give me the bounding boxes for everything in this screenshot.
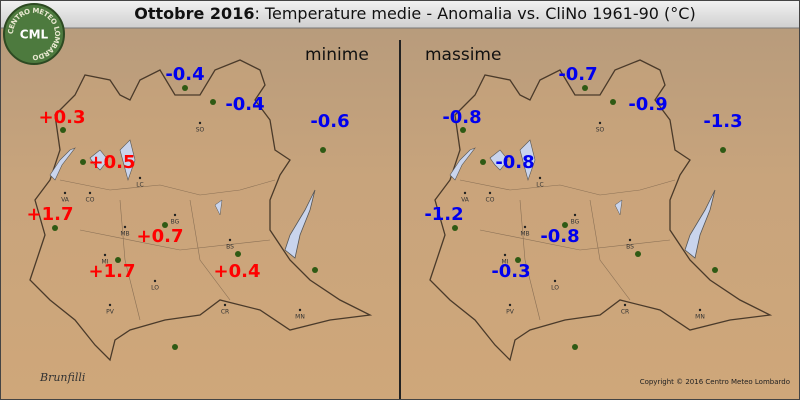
city-label: MB	[520, 231, 529, 238]
station-dot	[210, 99, 216, 105]
title-bold: Ottobre 2016	[134, 4, 254, 23]
city-label: MI	[502, 259, 509, 266]
station-dot	[162, 222, 168, 228]
panel-label: minime	[305, 45, 369, 65]
station-dot	[115, 257, 121, 263]
anomaly-label: +0.7	[137, 226, 184, 247]
anomaly-label: +0.4	[214, 261, 261, 282]
city-dot	[628, 238, 632, 242]
city-dot	[103, 253, 107, 257]
city-dot	[553, 279, 557, 283]
anomaly-label: -0.8	[540, 226, 579, 247]
station-dot	[635, 251, 641, 257]
city-dot	[698, 308, 702, 312]
city-dot	[463, 191, 467, 195]
station-dot	[182, 85, 188, 91]
anomaly-label: -0.8	[495, 152, 534, 173]
station-dot	[172, 344, 178, 350]
city-label: LO	[551, 285, 559, 292]
city-dot	[123, 225, 127, 229]
station-dot	[720, 147, 726, 153]
station-dot	[52, 225, 58, 231]
station-dot	[460, 127, 466, 133]
anomaly-label: -0.9	[628, 94, 667, 115]
city-dot	[198, 121, 202, 125]
station-dot	[312, 267, 318, 273]
logo-short: CML	[20, 28, 49, 42]
city-dot	[538, 176, 542, 180]
anomaly-label: -0.4	[225, 94, 264, 115]
anomaly-label: -0.3	[491, 261, 530, 282]
station-dot	[572, 344, 578, 350]
station-dot	[320, 147, 326, 153]
city-dot	[488, 191, 492, 195]
city-label: BS	[226, 244, 234, 251]
city-label: MI	[102, 259, 109, 266]
city-label: VA	[61, 197, 70, 204]
title-bar	[0, 0, 800, 28]
city-dot	[623, 303, 627, 307]
anomaly-label: +0.5	[89, 152, 136, 173]
city-label: CR	[221, 309, 229, 316]
city-label: SO	[596, 127, 605, 134]
anomaly-label: -1.3	[703, 111, 742, 132]
station-dot	[712, 267, 718, 273]
city-dot	[173, 213, 177, 217]
signature: Brunfilli	[39, 371, 85, 384]
city-dot	[153, 279, 157, 283]
city-dot	[228, 238, 232, 242]
city-label: BG	[171, 219, 180, 226]
city-dot	[573, 213, 577, 217]
city-label: CO	[86, 197, 95, 204]
city-label: BG	[571, 219, 580, 226]
city-label: MB	[120, 231, 129, 238]
city-dot	[503, 253, 507, 257]
anomaly-label: -0.8	[442, 107, 481, 128]
city-label: BS	[626, 244, 634, 251]
anomaly-label: -0.4	[165, 64, 204, 85]
anomaly-label: +1.7	[27, 204, 74, 225]
city-dot	[223, 303, 227, 307]
panel-label: massime	[425, 45, 501, 65]
city-label: PV	[106, 309, 115, 316]
copyright: Copyright © 2016 Centro Meteo Lombardo	[640, 378, 790, 386]
station-dot	[515, 257, 521, 263]
city-label: MN	[695, 314, 705, 321]
station-dot	[452, 225, 458, 231]
station-dot	[582, 85, 588, 91]
station-dot	[80, 159, 86, 165]
city-dot	[108, 303, 112, 307]
station-dot	[480, 159, 486, 165]
city-dot	[63, 191, 67, 195]
city-dot	[598, 121, 602, 125]
city-label: CO	[486, 197, 495, 204]
city-dot	[138, 176, 142, 180]
title: Ottobre 2016: Temperature medie - Anomal…	[134, 4, 695, 23]
city-label: VA	[461, 197, 470, 204]
city-dot	[88, 191, 92, 195]
anomaly-label: +0.3	[39, 107, 86, 128]
anomaly-label: -0.7	[558, 64, 597, 85]
city-label: LC	[136, 182, 144, 189]
city-dot	[508, 303, 512, 307]
station-dot	[562, 222, 568, 228]
city-label: MN	[295, 314, 305, 321]
city-dot	[298, 308, 302, 312]
station-dot	[60, 127, 66, 133]
city-label: LO	[151, 285, 159, 292]
city-label: SO	[196, 127, 205, 134]
city-dot	[523, 225, 527, 229]
logo	[3, 3, 65, 65]
title-rest: : Temperature medie - Anomalia vs. CliNo…	[254, 4, 695, 23]
anomaly-label: -1.2	[424, 204, 463, 225]
city-label: LC	[536, 182, 544, 189]
station-dot	[610, 99, 616, 105]
city-label: CR	[621, 309, 629, 316]
city-label: PV	[506, 309, 515, 316]
anomaly-label: +1.7	[89, 261, 136, 282]
station-dot	[235, 251, 241, 257]
anomaly-label: -0.6	[310, 111, 349, 132]
